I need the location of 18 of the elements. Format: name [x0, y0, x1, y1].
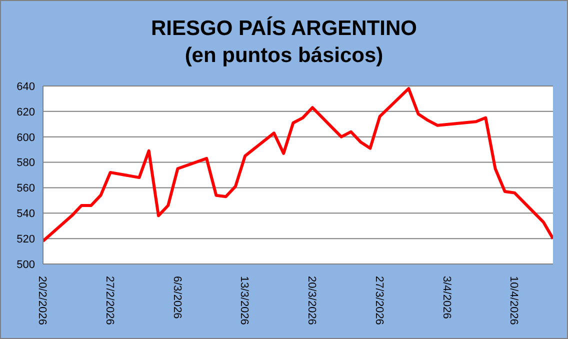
x-tick-label: 27/2/2026 [104, 276, 116, 325]
chart-subtitle: (en puntos básicos) [184, 43, 384, 69]
y-tick-label: 620 [16, 106, 35, 118]
x-tick-label: 10/4/2026 [508, 276, 520, 325]
y-tick-label: 640 [16, 80, 35, 93]
chart-title: RIESGO PAÍS ARGENTINO [150, 15, 418, 42]
x-tick-label: 20/3/2026 [306, 276, 318, 325]
y-tick-label: 540 [16, 208, 35, 220]
y-tick-label: 580 [16, 157, 35, 170]
y-tick-label: 520 [16, 233, 35, 246]
y-tick-label: 560 [16, 182, 35, 195]
x-tick-label: 27/3/2026 [372, 276, 385, 325]
x-tick-label: 13/3/2026 [238, 276, 250, 325]
x-tick-label: 20/2/2026 [36, 276, 48, 325]
x-tick-label: 3/4/2026 [440, 276, 452, 319]
x-tick-label: 6/3/2026 [170, 276, 183, 319]
y-tick-label: 500 [16, 258, 35, 271]
y-tick-label: 600 [16, 132, 35, 144]
